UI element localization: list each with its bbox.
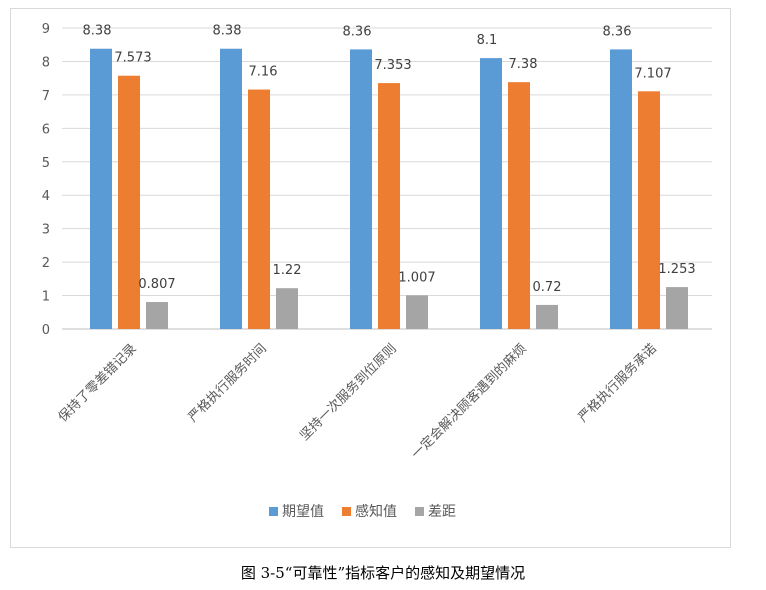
y-tick-label: 8 xyxy=(42,55,50,70)
bar xyxy=(276,288,298,329)
data-label: 7.107 xyxy=(634,66,671,81)
bar xyxy=(406,295,428,329)
gridlines xyxy=(62,27,712,330)
legend-label: 差距 xyxy=(428,504,456,520)
bar xyxy=(480,58,502,329)
data-label: 1.253 xyxy=(658,262,695,277)
bar xyxy=(610,49,632,329)
data-label: 8.38 xyxy=(83,24,112,39)
legend-label: 期望值 xyxy=(282,504,324,520)
bar xyxy=(146,302,168,329)
bar xyxy=(118,75,140,329)
category-label: 保持了零差错记录 xyxy=(56,341,140,425)
data-label: 8.36 xyxy=(603,24,632,39)
y-tick-label: 7 xyxy=(42,89,50,104)
data-label: 7.16 xyxy=(249,65,278,80)
figure-caption: 图 3-5“可靠性”指标客户的感知及期望情况 xyxy=(240,564,526,582)
bars xyxy=(90,48,688,330)
legend-swatch xyxy=(342,507,351,516)
data-label: 1.22 xyxy=(273,263,302,278)
bar xyxy=(508,82,530,330)
y-tick-label: 4 xyxy=(42,189,50,204)
y-tick-label: 5 xyxy=(42,156,50,171)
bar xyxy=(90,48,112,329)
data-label: 0.807 xyxy=(138,277,175,292)
y-tick-label: 3 xyxy=(42,223,50,238)
category-label: 坚持一次服务到位原则 xyxy=(297,341,400,444)
data-labels: 8.387.5730.8078.387.161.228.367.3531.007… xyxy=(83,24,696,295)
data-label: 8.1 xyxy=(477,33,498,48)
bar xyxy=(638,91,660,329)
y-tick-label: 0 xyxy=(42,323,50,338)
data-label: 0.72 xyxy=(533,280,562,295)
y-tick-label: 1 xyxy=(42,290,50,305)
data-label: 7.353 xyxy=(374,58,411,73)
data-label: 8.38 xyxy=(213,24,242,39)
data-label: 7.38 xyxy=(509,57,538,72)
y-tick-label: 9 xyxy=(42,22,50,37)
bar xyxy=(666,287,688,329)
category-label: 一定会解决顾客遇到的麻烦 xyxy=(408,341,530,463)
data-label: 8.36 xyxy=(343,24,372,39)
legend-label: 感知值 xyxy=(355,503,397,520)
bar xyxy=(378,83,400,329)
legend-swatch xyxy=(269,507,278,516)
y-axis-ticks: 0 1 2 3 4 5 6 7 8 9 xyxy=(42,22,50,338)
legend-swatch xyxy=(415,507,424,516)
data-label: 7.573 xyxy=(114,51,151,66)
category-label: 严格执行服务承诺 xyxy=(575,341,660,426)
y-tick-label: 6 xyxy=(42,122,50,137)
y-tick-label: 2 xyxy=(42,256,50,271)
bar xyxy=(536,304,558,329)
bar xyxy=(350,49,372,329)
category-label: 严格执行服务时间 xyxy=(185,341,270,426)
data-label: 1.007 xyxy=(398,270,435,285)
category-labels: 保持了零差错记录 严格执行服务时间 坚持一次服务到位原则 一定会解决顾客遇到的麻烦 严格… xyxy=(56,341,660,463)
bar xyxy=(248,89,270,329)
bar xyxy=(220,48,242,329)
legend: 期望值 感知值 差距 xyxy=(269,503,456,520)
